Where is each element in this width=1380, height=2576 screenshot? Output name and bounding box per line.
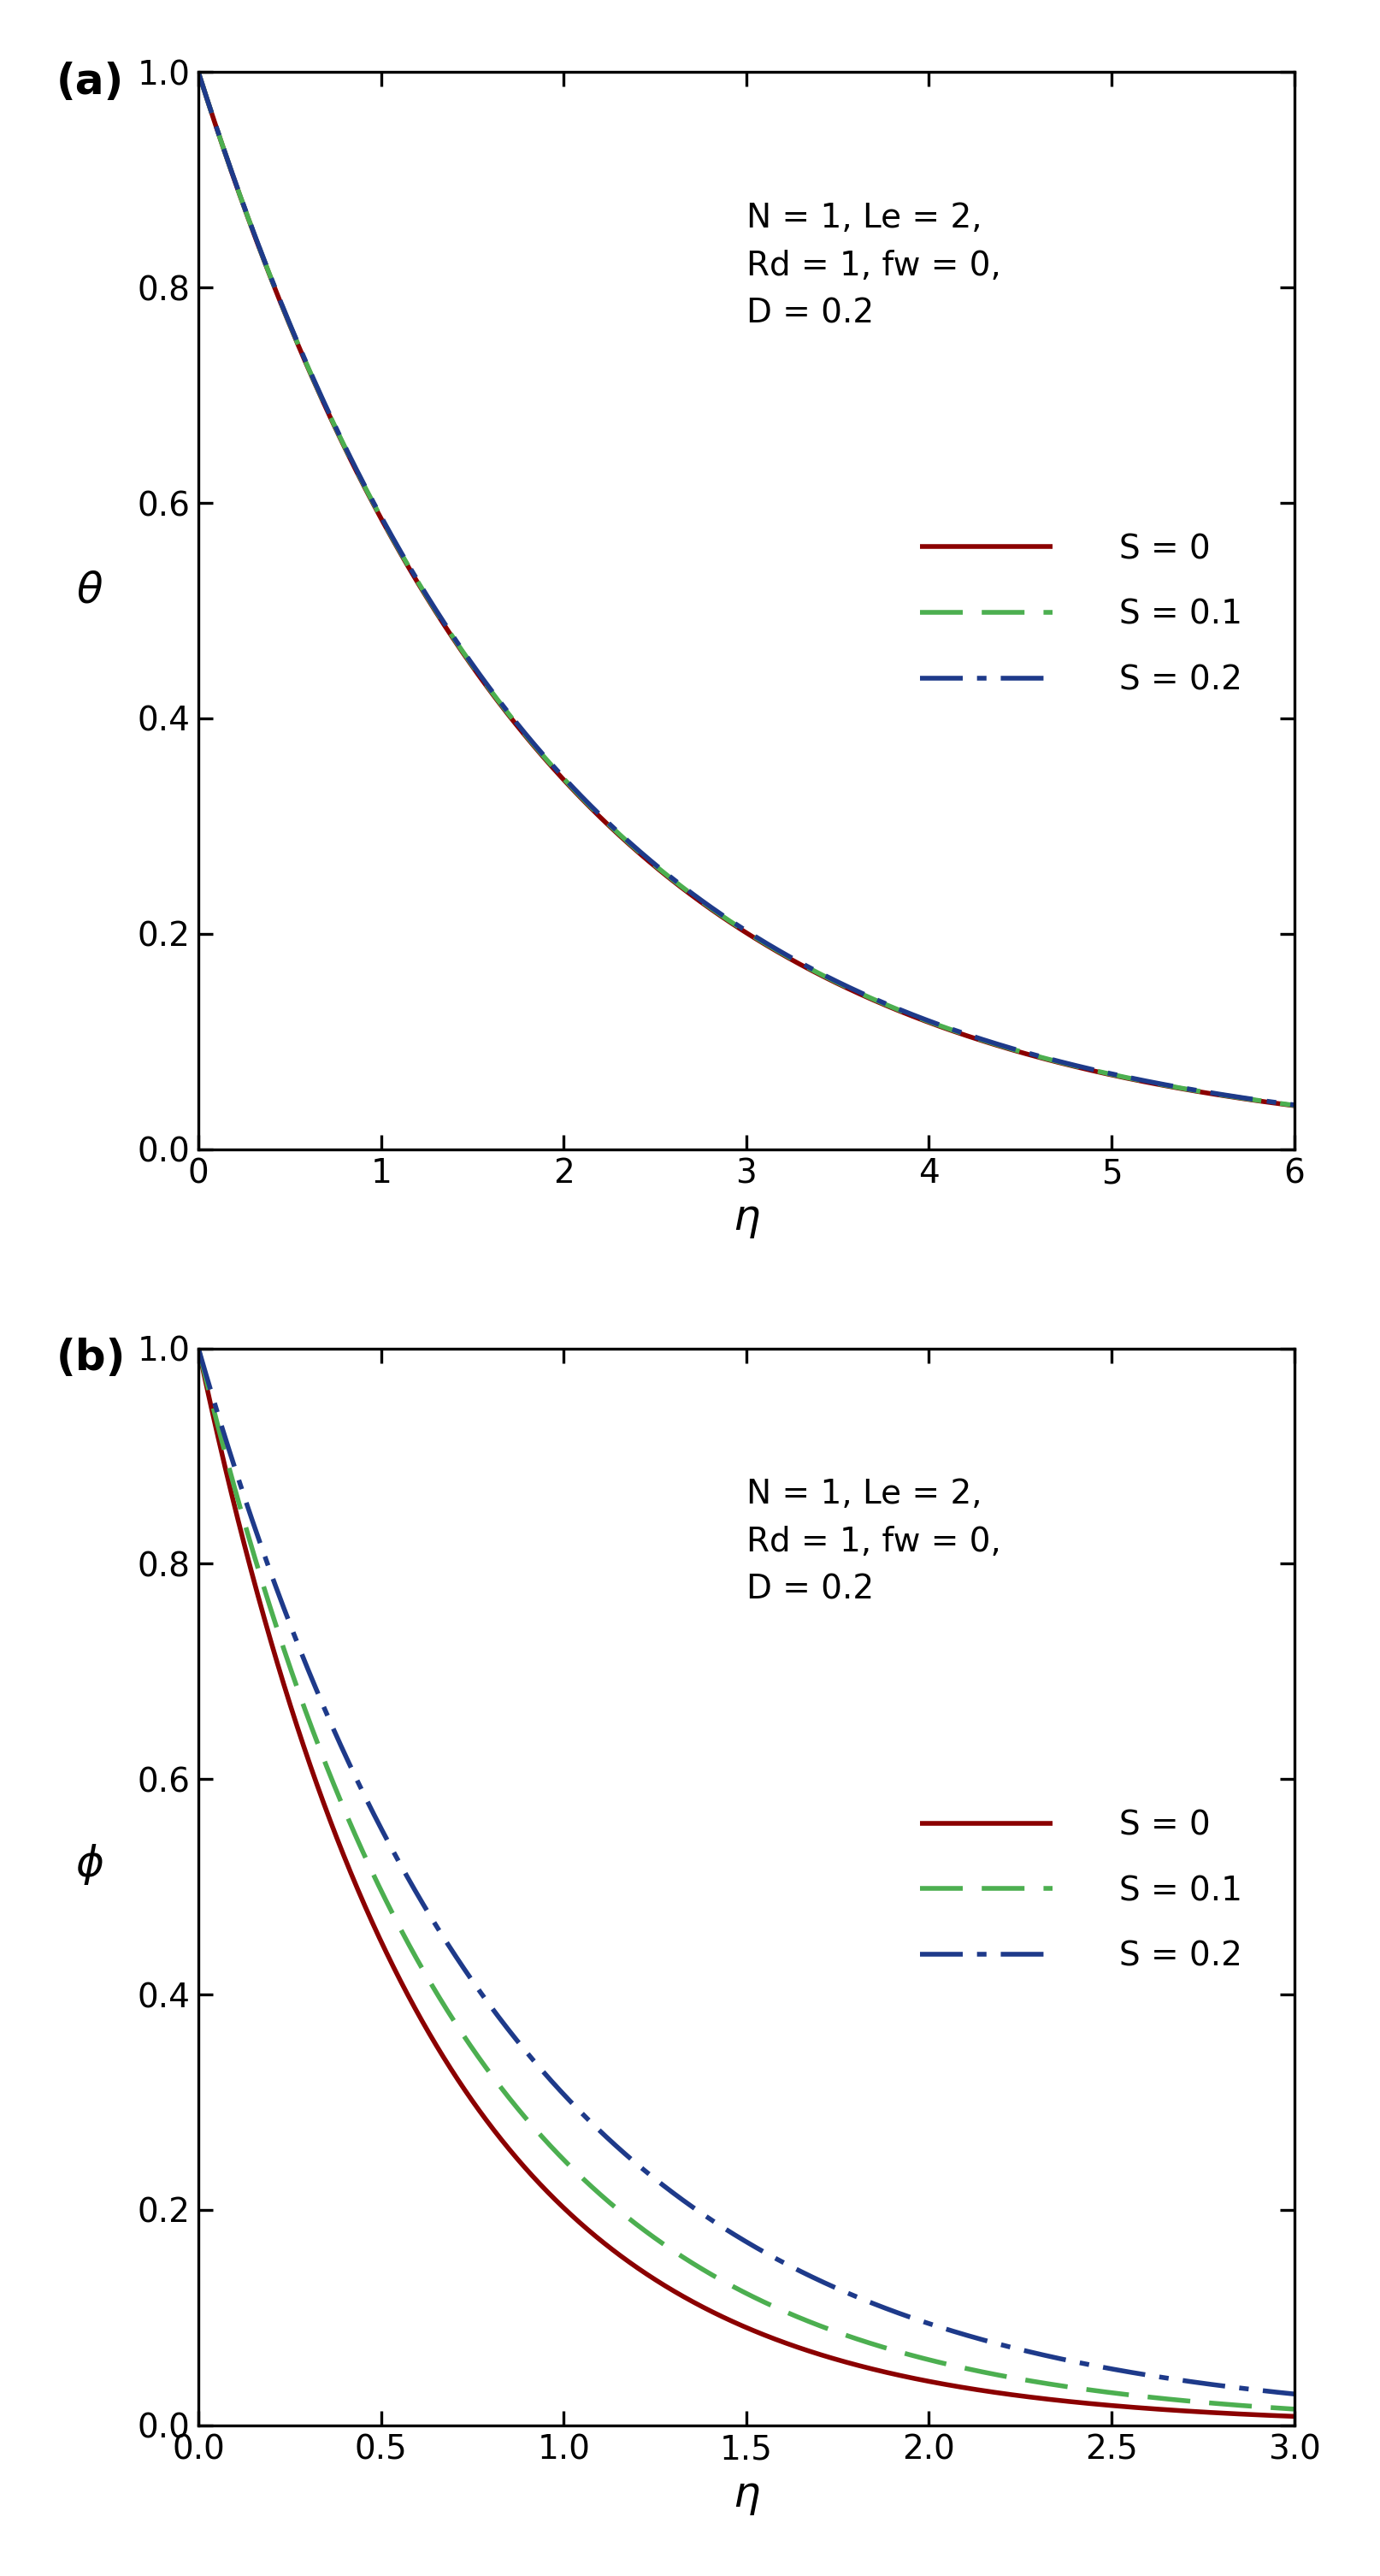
S = 0.1 [723,2269,740,2300]
S = 0.1 [1053,1046,1070,1077]
S = 0.1 [246,1540,262,1571]
S = 0.2 [1286,1090,1303,1121]
S = 0.1 [723,907,740,938]
S = 0.2 [1253,2375,1270,2406]
S = 0.2 [1286,2378,1303,2409]
S = 0 [1254,1087,1271,1118]
S = 0.2 [246,219,262,250]
Text: (a): (a) [57,62,124,103]
S = 0 [1253,2401,1270,2432]
S = 0.1 [1053,2370,1070,2401]
Y-axis label: $\phi$: $\phi$ [76,1842,103,1886]
Text: (b): (b) [57,1337,126,1378]
S = 0.2 [723,2218,740,2249]
S = 0.2 [190,1332,207,1363]
S = 0 [190,57,207,88]
S = 0 [1254,2401,1271,2432]
S = 0.1 [1254,2391,1271,2421]
S = 0 [1053,1048,1070,1079]
S = 0.2 [694,2197,711,2228]
Text: N = 1, Le = 2,
Rd = 1, fw = 0,
D = 0.2: N = 1, Le = 2, Rd = 1, fw = 0, D = 0.2 [747,1479,1000,1605]
Text: N = 1, Le = 2,
Rd = 1, fw = 0,
D = 0.2: N = 1, Le = 2, Rd = 1, fw = 0, D = 0.2 [747,201,1000,330]
S = 0 [723,907,740,938]
S = 0.1 [1254,1084,1271,1115]
S = 0.2 [1253,1084,1270,1115]
S = 0 [723,2306,740,2336]
S = 0.2 [1053,2344,1070,2375]
Legend: S = 0, S = 0.1, S = 0.2: S = 0, S = 0.1, S = 0.2 [907,1795,1256,1986]
Line: S = 0.1: S = 0.1 [199,1347,1294,2409]
S = 0 [694,889,711,920]
Line: S = 0.1: S = 0.1 [199,72,1294,1105]
S = 0 [1286,1090,1303,1121]
S = 0 [694,2290,711,2321]
S = 0.1 [694,886,711,917]
S = 0.2 [694,886,711,917]
S = 0.2 [1254,1084,1271,1115]
S = 0 [1053,2385,1070,2416]
S = 0.2 [723,907,740,938]
Line: S = 0: S = 0 [199,72,1294,1105]
S = 0 [246,219,262,250]
X-axis label: $\eta$: $\eta$ [733,1200,760,1242]
S = 0.1 [190,1332,207,1363]
Line: S = 0: S = 0 [199,1347,1294,2416]
S = 0.1 [1286,1090,1303,1121]
S = 0 [1253,1087,1270,1118]
S = 0.1 [190,57,207,88]
S = 0.1 [1253,1084,1270,1115]
X-axis label: $\eta$: $\eta$ [733,2476,760,2517]
S = 0.2 [190,57,207,88]
S = 0.1 [246,219,262,250]
Line: S = 0.2: S = 0.2 [199,1347,1294,2393]
S = 0.2 [246,1512,262,1543]
S = 0.1 [1253,2391,1270,2421]
S = 0.2 [1053,1046,1070,1077]
S = 0 [1286,2401,1303,2432]
S = 0.1 [1286,2393,1303,2424]
Line: S = 0.2: S = 0.2 [199,72,1294,1105]
S = 0.1 [694,2254,711,2285]
S = 0.2 [1254,2375,1271,2406]
Y-axis label: $\theta$: $\theta$ [76,569,103,611]
S = 0 [190,1332,207,1363]
S = 0 [246,1566,262,1597]
Legend: S = 0, S = 0.1, S = 0.2: S = 0, S = 0.1, S = 0.2 [907,520,1256,711]
